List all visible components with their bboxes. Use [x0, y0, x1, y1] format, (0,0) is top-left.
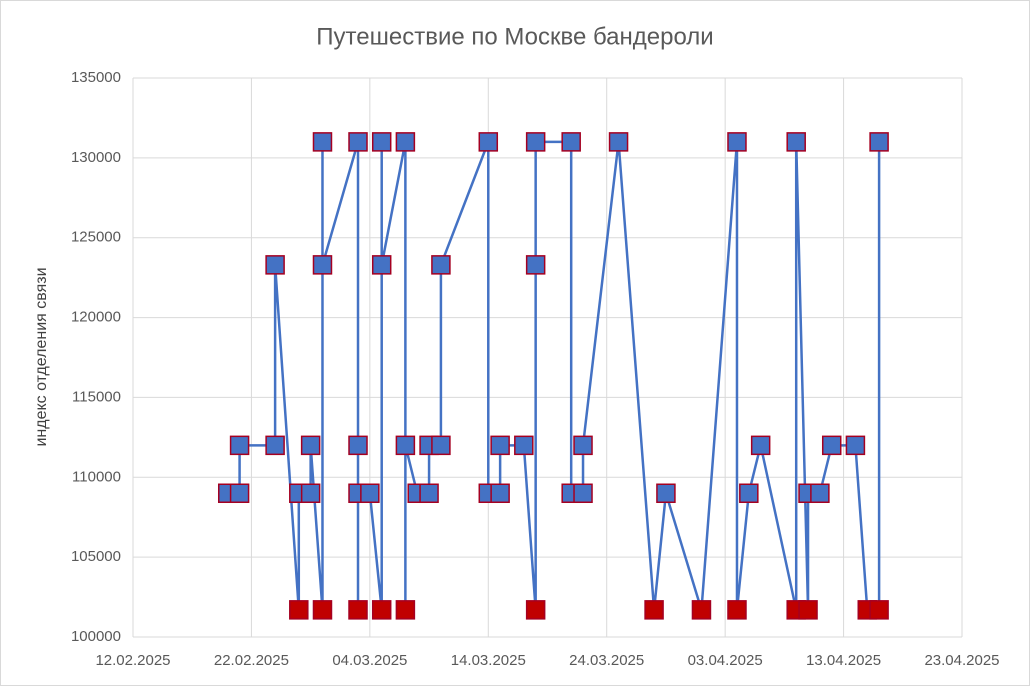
marker [845, 435, 866, 456]
y-tick-label: 125000 [71, 229, 121, 246]
x-tick-label: 04.03.2025 [332, 652, 407, 669]
marker [348, 600, 368, 620]
marker [431, 255, 451, 275]
marker [371, 132, 392, 152]
series-line [227, 140, 881, 612]
marker [573, 483, 593, 504]
marker [644, 600, 664, 620]
y-tick-label: 135000 [71, 69, 121, 86]
marker [561, 132, 581, 152]
marker [608, 132, 629, 152]
marker [371, 600, 392, 620]
chart-title: Путешествие по Москве бандероли [316, 23, 713, 50]
marker [869, 132, 889, 152]
marker [478, 132, 499, 152]
x-tick-label: 03.04.2025 [688, 652, 763, 669]
marker [739, 483, 759, 504]
marker [786, 132, 806, 152]
marker [431, 435, 451, 456]
marker [395, 132, 416, 152]
marker [727, 600, 747, 620]
y-tick-label: 130000 [71, 149, 121, 166]
marker [300, 435, 321, 456]
x-tick-label: 14.03.2025 [451, 652, 526, 669]
marker [798, 600, 818, 620]
marker [490, 435, 510, 456]
y-tick-label: 105000 [71, 548, 121, 565]
marker [348, 132, 368, 152]
marker [525, 600, 546, 620]
marker [395, 600, 416, 620]
marker [312, 255, 333, 275]
marker [490, 483, 510, 504]
marker [289, 600, 309, 620]
marker [821, 435, 842, 456]
marker [656, 483, 676, 504]
y-tick-label: 100000 [71, 628, 121, 645]
y-tick-label: 120000 [71, 309, 121, 326]
y-tick-label: 110000 [72, 468, 121, 485]
marker [810, 483, 830, 504]
y-axis-label: индекс отделения связи [33, 267, 50, 446]
marker [525, 132, 546, 152]
marker [348, 435, 368, 456]
x-tick-label: 23.04.2025 [924, 652, 999, 669]
marker [312, 600, 333, 620]
marker [371, 255, 392, 275]
marker [419, 483, 439, 504]
marker [514, 435, 534, 456]
marker [573, 435, 593, 456]
marker [312, 132, 333, 152]
marker [869, 600, 889, 620]
marker [229, 483, 250, 504]
x-tick-label: 13.04.2025 [806, 652, 881, 669]
y-tick-label: 115000 [72, 388, 121, 405]
marker [691, 600, 712, 620]
marker [395, 435, 416, 456]
x-tick-label: 22.02.2025 [214, 652, 289, 669]
marker [360, 483, 380, 504]
marker [525, 255, 546, 275]
marker [300, 483, 321, 504]
marker [727, 132, 747, 152]
marker [750, 435, 771, 456]
x-tick-label: 24.03.2025 [569, 652, 644, 669]
x-tick-label: 12.02.2025 [95, 652, 170, 669]
marker [265, 435, 285, 456]
marker [229, 435, 250, 456]
marker [265, 255, 285, 275]
